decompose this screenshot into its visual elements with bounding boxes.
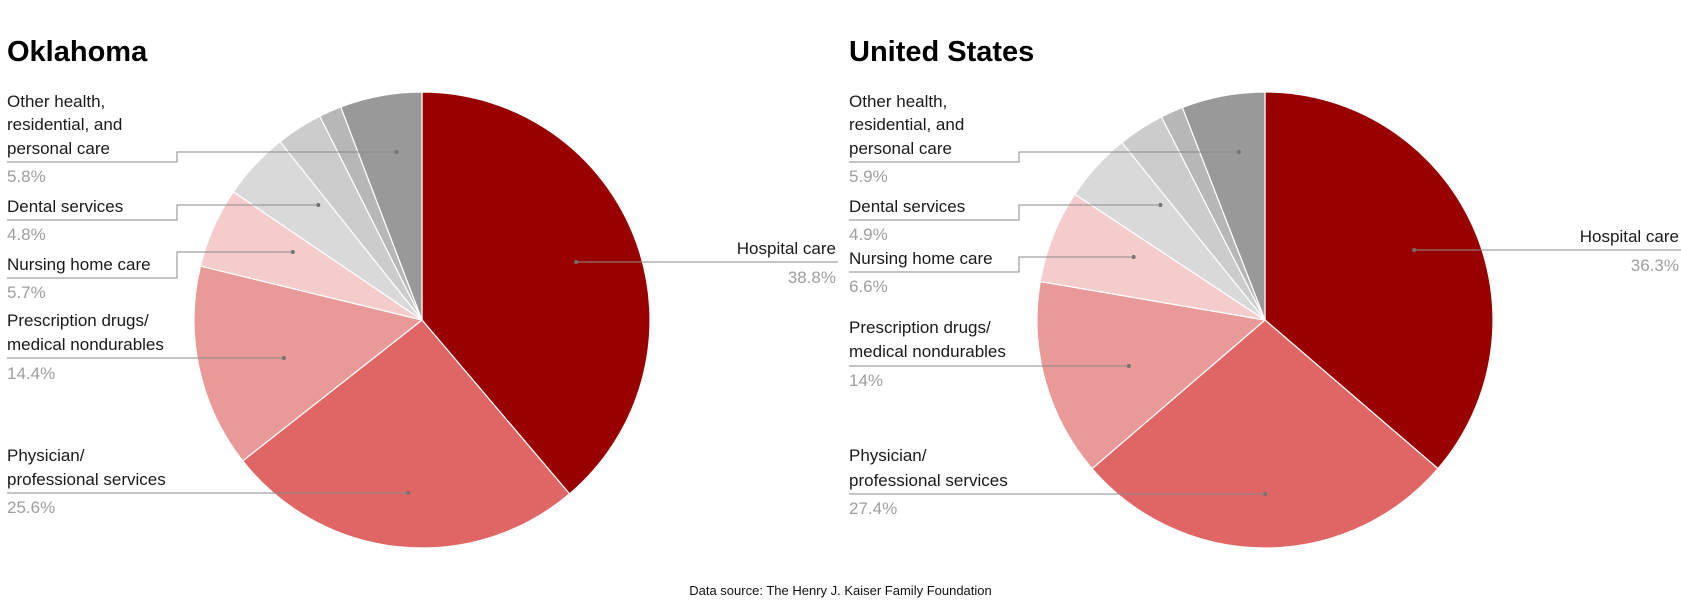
slice-value-other-health-residential-and-personal-care: 5.8% (7, 167, 46, 186)
slice-value-nursing-home-care: 5.7% (7, 283, 46, 302)
pie-slice-prescription-drugs-medical-nondurables[interactable] (1036, 280, 1267, 470)
slice-label-prescription-drugs-medical-nondurables: Prescription drugs/medical nondurables (7, 311, 164, 354)
slice-value-dental-services: 4.9% (849, 225, 888, 244)
slice-label-nursing-home-care: Nursing home care (7, 255, 151, 274)
leader-dot-hospital-care (1412, 248, 1417, 252)
slice-label-prescription-drugs-medical-nondurables: Prescription drugs/medical nondurables (849, 318, 1006, 361)
slice-value-hospital-care: 38.8% (788, 268, 836, 287)
slice-value-prescription-drugs-medical-nondurables: 14% (849, 371, 883, 390)
leader-dot-hospital-care (574, 260, 579, 264)
leader-line-other-health-residential-and-personal-care (7, 151, 397, 163)
chart-title: Oklahoma (7, 36, 148, 68)
leader-line-other-health-residential-and-personal-care (849, 151, 1239, 163)
pie-slice-physician-professional-services[interactable] (1091, 319, 1439, 549)
slice-label-hospital-care: Hospital care (1580, 227, 1679, 246)
slice-value-dental-services: 4.8% (7, 225, 46, 244)
leader-line-nursing-home-care (849, 256, 1134, 273)
slice-label-physician-professional-services: Physician/professional services (7, 446, 166, 489)
slice-value-prescription-drugs-medical-nondurables: 14.4% (7, 364, 55, 383)
slice-label-nursing-home-care: Nursing home care (849, 249, 993, 268)
pie-slice-hospital-care[interactable] (421, 91, 651, 495)
slice-value-physician-professional-services: 27.4% (849, 499, 897, 518)
slice-label-physician-professional-services: Physician/professional services (849, 446, 1008, 490)
data-source-note: Data source: The Henry J. Kaiser Family … (689, 583, 992, 598)
leader-line-dental-services (7, 204, 319, 221)
slice-label-dental-services: Dental services (849, 197, 965, 216)
slice-label-dental-services: Dental services (7, 197, 123, 216)
chart-title: United States (849, 36, 1034, 68)
slice-value-physician-professional-services: 25.6% (7, 498, 55, 517)
leader-line-dental-services (849, 204, 1161, 221)
leader-line-nursing-home-care (7, 251, 293, 279)
slice-value-hospital-care: 36.3% (1631, 256, 1679, 275)
slice-label-hospital-care: Hospital care (737, 239, 836, 258)
slice-value-other-health-residential-and-personal-care: 5.9% (849, 167, 888, 186)
slice-label-other-health-residential-and-personal-care: Other health, residential, and personal ca… (849, 92, 964, 158)
pie-chart-united-states: United States Hospital care 36.3% Physician… (849, 36, 1681, 549)
pie-slice-prescription-drugs-medical-nondurables[interactable] (193, 265, 424, 462)
pie-slice-hospital-care[interactable] (1264, 91, 1494, 470)
pie-chart-oklahoma: Oklahoma Hospital care 38.8% Physician/prof… (7, 36, 838, 549)
slice-label-other-health-residential-and-personal-care: Other health, residential, and personal ca… (7, 92, 122, 158)
pie-slice-other-health-residential-and-personal-care[interactable] (1181, 91, 1266, 321)
slice-value-nursing-home-care: 6.6% (849, 277, 888, 296)
pie-slice-other-health-residential-and-personal-care[interactable] (339, 91, 423, 321)
